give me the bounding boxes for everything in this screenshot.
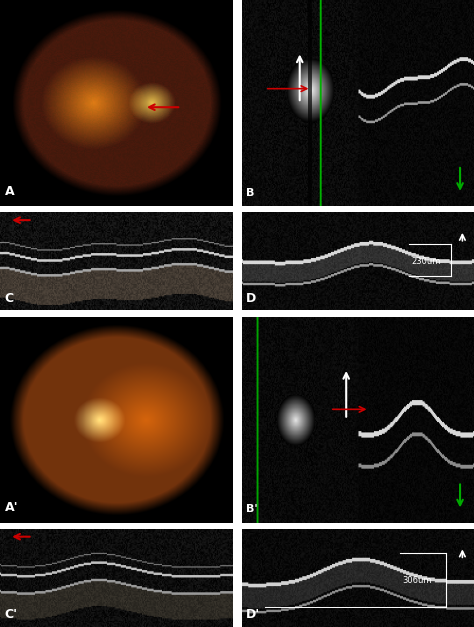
Text: 306um: 306um: [402, 576, 431, 586]
Text: D: D: [246, 292, 256, 305]
Text: C: C: [5, 292, 14, 305]
Text: D': D': [246, 608, 261, 621]
Text: A': A': [5, 502, 18, 515]
Text: C': C': [5, 608, 18, 621]
Text: 230um: 230um: [411, 257, 441, 266]
Text: B': B': [246, 505, 258, 515]
Text: B: B: [246, 188, 255, 198]
Text: A: A: [5, 185, 14, 198]
